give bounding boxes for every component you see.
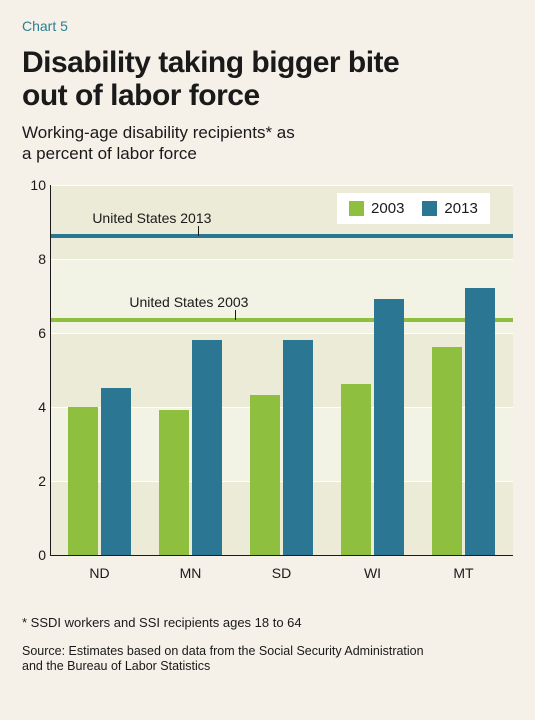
bar [68,407,98,555]
legend-swatch [422,201,437,216]
x-tick-label: MT [453,565,473,581]
y-tick-label: 8 [18,251,46,267]
bar [250,395,280,554]
chart-title: Disability taking bigger bite out of lab… [22,46,513,112]
chart-number: Chart 5 [22,18,513,34]
legend: 2003 2013 [337,193,490,224]
bar [192,340,222,555]
y-tick-label: 10 [18,177,46,193]
legend-label: 2003 [371,200,404,217]
bar [465,288,495,554]
source-line-2: and the Bureau of Labor Statistics [22,659,210,673]
legend-item: 2013 [422,200,477,217]
legend-item: 2003 [349,200,404,217]
title-line-1: Disability taking bigger bite [22,46,399,79]
subtitle-line-1: Working-age disability recipients* as [22,123,295,142]
bar [374,299,404,554]
bar [432,347,462,554]
y-tick-label: 4 [18,399,46,415]
bar [283,340,313,555]
legend-label: 2013 [444,200,477,217]
x-tick-label: WI [364,565,381,581]
source-line-1: Source: Estimates based on data from the… [22,644,424,658]
bar [341,384,371,554]
chart-source: Source: Estimates based on data from the… [22,644,513,674]
x-tick-label: ND [89,565,109,581]
legend-swatch [349,201,364,216]
x-tick-label: MN [180,565,202,581]
reference-line [50,318,513,322]
bar [159,410,189,554]
title-line-2: out of labor force [22,79,260,112]
x-tick-label: SD [272,565,291,581]
y-tick-label: 2 [18,473,46,489]
bar [101,388,131,555]
reference-line [50,234,513,238]
chart-footnote: * SSDI workers and SSI recipients ages 1… [22,615,513,630]
reference-line-label: United States 2003 [129,294,248,310]
y-tick-label: 6 [18,325,46,341]
subtitle-line-2: a percent of labor force [22,144,197,163]
chart-plot: United States 2003 United States 2013 2003… [18,185,513,585]
reference-line-label: United States 2013 [92,210,211,226]
y-tick-label: 0 [18,547,46,563]
chart-subtitle: Working-age disability recipients* as a … [22,122,513,165]
